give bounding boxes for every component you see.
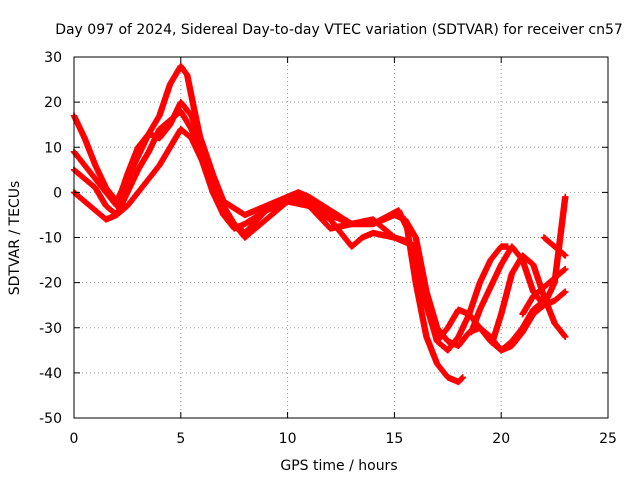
x-tick-label: 25	[599, 431, 617, 447]
data-point	[459, 374, 466, 381]
y-tick-label: 30	[44, 50, 62, 66]
y-tick-label: -30	[39, 321, 62, 337]
y-tick-label: 20	[44, 95, 62, 111]
axis-ticks: 0 5 10 15 20 25 -50 -40 -30 -20 -10 0 10 20 30	[39, 50, 617, 447]
data-point	[562, 333, 569, 340]
y-tick-label: 0	[53, 185, 62, 201]
x-tick-label: 10	[279, 431, 297, 447]
y-tick-label: -10	[39, 231, 62, 247]
series-track	[489, 252, 569, 345]
data-point	[562, 265, 569, 273]
x-tick-label: 15	[385, 431, 403, 447]
data-point	[562, 193, 569, 201]
chart-title: Day 097 of 2024, Sidereal Day-to-day VTE…	[55, 22, 623, 38]
y-axis-label: SDTVAR / TECUs	[7, 181, 23, 296]
series-track	[70, 126, 569, 354]
data-point	[562, 252, 569, 259]
y-tick-label: -40	[39, 366, 62, 382]
x-tick-label: 20	[492, 431, 510, 447]
data-points	[70, 62, 569, 386]
y-tick-label: -20	[39, 276, 62, 292]
x-axis-label: GPS time / hours	[280, 458, 397, 474]
data-point	[562, 288, 569, 295]
y-tick-label: 10	[44, 140, 62, 156]
series-track	[519, 265, 569, 318]
x-tick-label: 5	[176, 431, 185, 447]
series-track	[540, 234, 569, 259]
grid	[74, 57, 608, 418]
y-tick-label: -50	[39, 411, 62, 427]
x-tick-label: 0	[70, 431, 79, 447]
series-track	[70, 98, 511, 354]
